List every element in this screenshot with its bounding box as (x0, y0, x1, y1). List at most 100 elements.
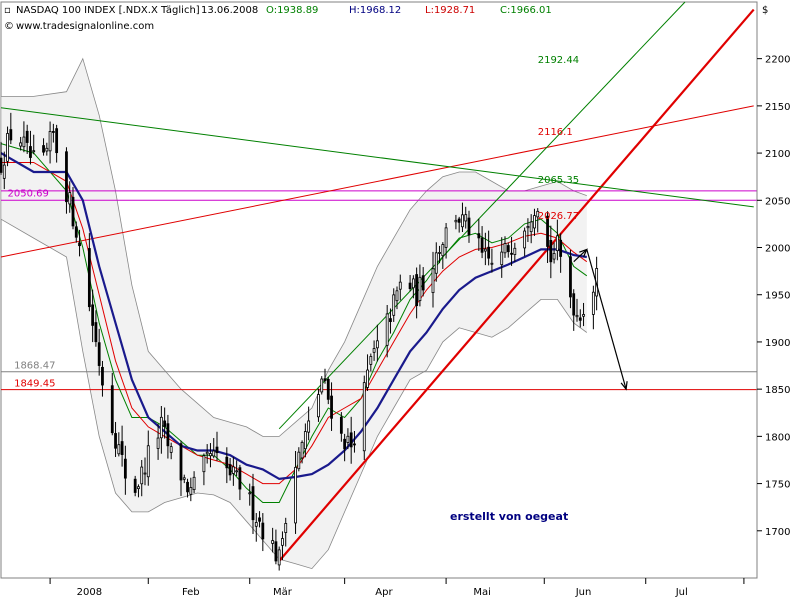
candle-body (546, 215, 549, 247)
candle-body (375, 340, 379, 349)
candle-body (559, 239, 563, 257)
candle-body (569, 256, 572, 298)
candle-body (97, 342, 101, 366)
candle-body (555, 235, 559, 252)
candle-body (261, 522, 265, 540)
candle-body (74, 226, 78, 238)
y-tick-label: 2150 (765, 102, 790, 113)
candle-body (415, 274, 419, 307)
candle-body (572, 293, 576, 316)
level-label: 1849.45 (14, 379, 55, 390)
candle-body (101, 366, 104, 386)
candle-body (78, 242, 81, 247)
candle-body (281, 538, 284, 546)
candle-body (418, 276, 422, 302)
candle-body (326, 378, 330, 400)
candle-body (117, 444, 121, 455)
candle-body (87, 248, 91, 308)
level-label: 2050.69 (8, 189, 49, 200)
candle-body (120, 441, 124, 455)
candle-body (513, 247, 517, 255)
x-tick-label: Mai (473, 587, 491, 598)
x-tick-label: Jul (675, 587, 688, 598)
candle-body (189, 487, 193, 495)
header-open: O:1938.89 (266, 5, 318, 16)
candle-body (408, 282, 412, 289)
candle-body (421, 275, 425, 291)
candle-body (45, 147, 49, 152)
candle-body (166, 423, 170, 447)
header-close: C:1966.01 (500, 5, 552, 16)
candle-body (91, 304, 95, 326)
candle-body (303, 431, 307, 450)
candle-body (19, 142, 23, 147)
candle-body (549, 239, 553, 263)
candle-body (536, 210, 540, 218)
candle-body (434, 252, 438, 274)
candle-body (323, 378, 327, 381)
band-lower-line (0, 218, 588, 570)
ema-green-line (0, 143, 588, 503)
candle-body (490, 262, 494, 265)
candle-body (159, 416, 163, 439)
candle-body (71, 196, 75, 227)
candle-body (464, 214, 468, 222)
level-label: 2026.77 (538, 211, 579, 222)
candle-body (169, 446, 173, 453)
candle-body (398, 281, 402, 290)
candle-body (369, 356, 373, 365)
candle-body (202, 455, 206, 473)
candle-body (366, 369, 369, 388)
x-tick-label: Apr (375, 587, 393, 598)
y-tick-label: 1750 (765, 480, 790, 491)
candle-body (179, 443, 183, 481)
candle-body (510, 252, 513, 255)
y-tick-label: 1850 (765, 385, 790, 396)
candle-body (29, 146, 32, 158)
candle-body (225, 456, 229, 469)
candle-body (454, 219, 458, 223)
candle-body (215, 446, 219, 454)
candle-body (254, 522, 258, 527)
x-tick-label: Feb (182, 587, 200, 598)
candle-body (205, 451, 209, 455)
candle-body (339, 416, 343, 434)
candle-body (395, 290, 399, 302)
candle-body (42, 145, 45, 153)
candle-body (385, 313, 389, 346)
level-label: 2116.1 (538, 127, 573, 138)
x-tick-label: 2008 (77, 587, 102, 598)
trendline-upper_red (0, 105, 754, 258)
y-tick-label: 1800 (765, 432, 790, 443)
candle-body (300, 441, 304, 459)
candle-body (146, 445, 150, 478)
projection-arrow-0 (573, 248, 588, 263)
candle-body (284, 523, 288, 533)
band-fill (1, 58, 587, 569)
y-tick-label: 1950 (765, 291, 790, 302)
candle-body (503, 243, 507, 254)
band-upper-line (1, 57, 587, 437)
candle-body (48, 131, 52, 152)
header-date: 13.06.2008 (201, 5, 258, 16)
candle-body (506, 245, 510, 253)
candle-body (0, 157, 3, 173)
candle-body (277, 549, 281, 566)
header-low: L:1928.71 (425, 5, 475, 16)
candle-body (2, 164, 6, 179)
currency-symbol: $ (762, 5, 768, 16)
candle-body (235, 470, 239, 473)
candle-body (94, 322, 98, 343)
candle-body (477, 233, 481, 239)
copyright-icon: © (4, 21, 14, 32)
candle-body (143, 472, 147, 475)
watermark-text: erstellt von oegeat (450, 510, 568, 523)
y-tick-label: 2000 (765, 244, 790, 255)
candle-body (123, 458, 127, 479)
candle-body (307, 420, 311, 433)
header-high: H:1968.12 (349, 5, 401, 16)
instrument-title: NASDAQ 100 INDEX [.NDX.X Täglich] (16, 5, 200, 16)
candle-body (500, 251, 504, 266)
candle-body (32, 150, 36, 153)
candle-body (438, 252, 441, 254)
